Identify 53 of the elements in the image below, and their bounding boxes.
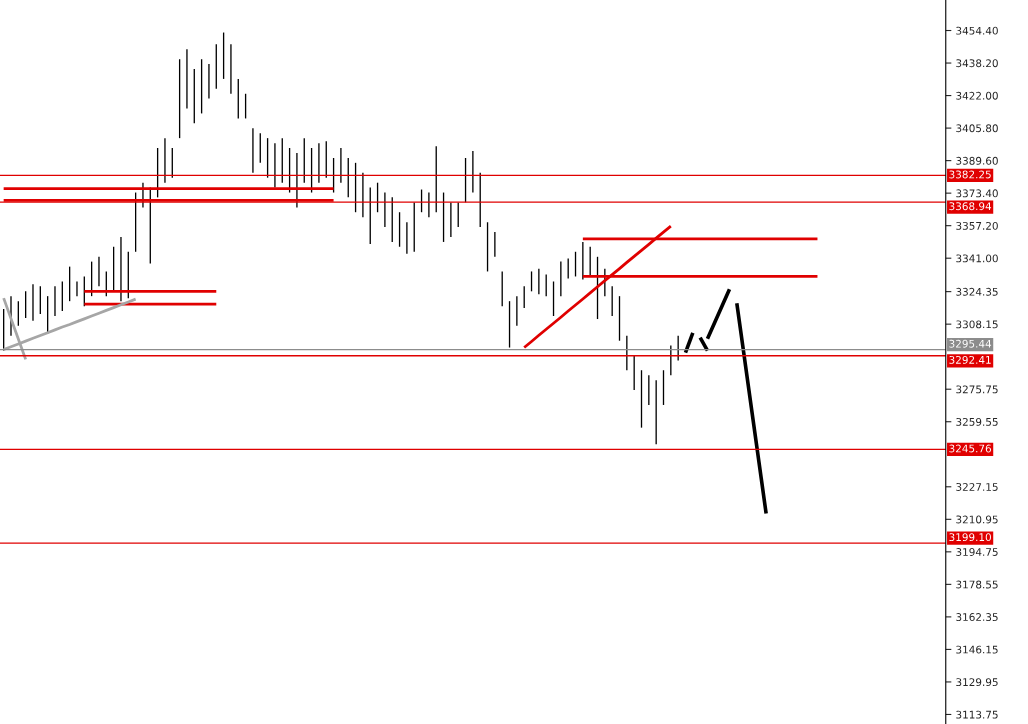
candlestick bbox=[626, 335, 628, 371]
y-tick-label: 3405.80 bbox=[956, 124, 998, 133]
y-tick-label: 3194.75 bbox=[956, 548, 998, 556]
ref-line-label: 3368.94 bbox=[949, 202, 992, 211]
candlestick bbox=[76, 281, 78, 297]
y-tick-label: 3275.75 bbox=[956, 385, 998, 394]
candlestick bbox=[230, 44, 232, 94]
y-tick-label: 3324.35 bbox=[956, 287, 998, 296]
y-tick-label: 3454.40 bbox=[956, 26, 998, 35]
y-tick-label: 3373.40 bbox=[956, 189, 998, 198]
candlestick bbox=[560, 261, 562, 297]
candlestick bbox=[274, 143, 276, 188]
ref-line-label: 3295.44 bbox=[949, 339, 992, 348]
candlestick bbox=[32, 284, 34, 321]
y-tick-label: 3308.15 bbox=[956, 320, 998, 329]
candlestick bbox=[98, 256, 100, 287]
y-tick-label: 3129.95 bbox=[956, 678, 998, 687]
candlestick bbox=[384, 192, 386, 228]
candlestick bbox=[208, 64, 210, 99]
y-tick-label: 3178.55 bbox=[956, 580, 998, 589]
candlestick bbox=[450, 202, 452, 237]
ref-line-label: 3292.41 bbox=[949, 355, 991, 364]
y-tick-label: 3422.00 bbox=[956, 91, 998, 100]
candlestick bbox=[54, 286, 56, 317]
y-tick-label: 3259.55 bbox=[956, 417, 998, 426]
candlestick bbox=[362, 172, 364, 218]
y-tick-label: 3146.15 bbox=[956, 645, 998, 654]
ref-line-label: 3382.25 bbox=[949, 170, 991, 179]
candlestick bbox=[186, 49, 188, 109]
line-series bbox=[735, 301, 768, 516]
y-tick-label: 3210.95 bbox=[956, 515, 998, 524]
candlestick bbox=[164, 138, 166, 183]
y-tick-label: 3341.00 bbox=[956, 254, 998, 263]
candlestick bbox=[494, 232, 496, 257]
candlestick bbox=[406, 222, 408, 254]
candlestick bbox=[538, 268, 540, 295]
ref-line-label: 3199.10 bbox=[949, 533, 991, 542]
y-tick-label: 3438.20 bbox=[956, 59, 998, 68]
candlestick bbox=[252, 128, 254, 173]
y-tick-label: 3389.60 bbox=[956, 156, 998, 165]
ref-line-label: 3245.76 bbox=[949, 444, 992, 453]
candlestick bbox=[472, 150, 474, 193]
candlestick bbox=[516, 296, 518, 326]
candlestick bbox=[340, 147, 342, 183]
y-tick-label: 3113.75 bbox=[956, 710, 998, 719]
candlestick bbox=[582, 241, 584, 280]
candlestick bbox=[120, 236, 122, 302]
y-tick-label: 3162.35 bbox=[956, 613, 998, 621]
y-tick-label: 3357.20 bbox=[956, 221, 998, 230]
candlestick bbox=[428, 192, 430, 218]
candlestick bbox=[318, 143, 320, 183]
line-series bbox=[705, 287, 732, 341]
y-tick-label: 3227.15 bbox=[956, 483, 998, 491]
